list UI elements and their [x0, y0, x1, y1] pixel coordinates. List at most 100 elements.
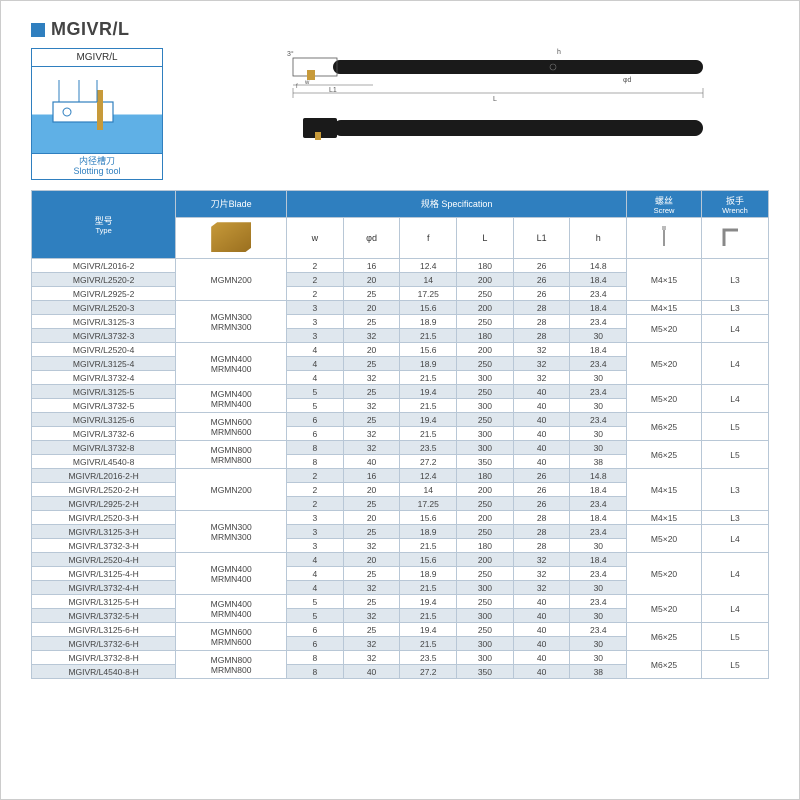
cell-spec: 180	[457, 539, 514, 553]
table-head: 型号 Type 刀片Blade 规格 Specification 螺丝 Scre…	[32, 190, 769, 259]
cell-wrench: L3	[701, 511, 768, 525]
table-row: MGIVR/L3125-6MGMN600 MRMN60062519.425040…	[32, 413, 769, 427]
cell-screw: M4×15	[627, 259, 702, 301]
cell-spec: 20	[343, 301, 400, 315]
table-row: MGIVR/L2520-4-HMGMN400 MRMN40042015.6200…	[32, 553, 769, 567]
cell-blade: MGMN400 MRMN400	[176, 595, 287, 623]
cell-spec: 5	[287, 609, 344, 623]
cell-model: MGIVR/L2520-4-H	[32, 553, 176, 567]
cell-spec: 40	[343, 455, 400, 469]
card-body-diagram	[32, 67, 162, 153]
svg-text:L1: L1	[329, 87, 337, 94]
cell-spec: 300	[457, 427, 514, 441]
cell-spec: 200	[457, 273, 514, 287]
cell-spec: 18.4	[570, 273, 627, 287]
col-w: w	[287, 218, 344, 259]
cell-spec: 32	[343, 651, 400, 665]
svg-text:3°: 3°	[287, 50, 294, 58]
cell-spec: 250	[457, 497, 514, 511]
cell-spec: 32	[343, 371, 400, 385]
head-screw-img	[627, 218, 702, 259]
head-screw-cn: 螺丝	[655, 196, 673, 206]
cell-spec: 21.5	[400, 637, 457, 651]
cell-spec: 26	[513, 273, 570, 287]
col-h: h	[570, 218, 627, 259]
cell-spec: 250	[457, 315, 514, 329]
cell-spec: 21.5	[400, 539, 457, 553]
cell-spec: 250	[457, 595, 514, 609]
cell-spec: 25	[343, 567, 400, 581]
cell-spec: 16	[343, 259, 400, 273]
table-body: MGIVR/L2016-2MGMN20021612.41802614.8M4×1…	[32, 259, 769, 679]
cell-spec: 23.5	[400, 441, 457, 455]
cell-blade: MGMN400 MRMN400	[176, 385, 287, 413]
cell-blade: MGMN400 MRMN400	[176, 553, 287, 595]
cell-model: MGIVR/L3732-8-H	[32, 651, 176, 665]
cell-spec: 23.4	[570, 497, 627, 511]
cell-model: MGIVR/L3732-5-H	[32, 609, 176, 623]
cell-wrench: L4	[701, 315, 768, 343]
cell-spec: 200	[457, 483, 514, 497]
cell-spec: 6	[287, 623, 344, 637]
cell-spec: 23.4	[570, 623, 627, 637]
cell-spec: 21.5	[400, 427, 457, 441]
cell-spec: 12.4	[400, 259, 457, 273]
head-type-cn: 型号	[95, 216, 113, 226]
cell-spec: 20	[343, 511, 400, 525]
page-title: MGIVR/L	[51, 19, 130, 40]
col-L: L	[457, 218, 514, 259]
cell-wrench: L3	[701, 259, 768, 301]
svg-text:w: w	[304, 80, 310, 86]
tool-card: MGIVR/L 内径槽刀 Slotting tool	[31, 48, 163, 180]
cell-spec: 32	[513, 343, 570, 357]
cell-spec: 18.9	[400, 525, 457, 539]
cell-spec: 32	[343, 609, 400, 623]
cell-spec: 25	[343, 357, 400, 371]
cell-spec: 32	[343, 637, 400, 651]
cell-screw: M5×20	[627, 525, 702, 553]
cell-model: MGIVR/L3125-4-H	[32, 567, 176, 581]
cell-blade: MGMN200	[176, 259, 287, 301]
cell-spec: 250	[457, 525, 514, 539]
head-blade-en: Blade	[229, 199, 252, 209]
cell-spec: 15.6	[400, 301, 457, 315]
cell-spec: 4	[287, 357, 344, 371]
svg-text:L: L	[493, 96, 497, 103]
cell-spec: 21.5	[400, 609, 457, 623]
cell-screw: M5×20	[627, 343, 702, 385]
cell-model: MGIVR/L3125-5	[32, 385, 176, 399]
cell-spec: 18.4	[570, 553, 627, 567]
cell-spec: 40	[513, 595, 570, 609]
cell-screw: M5×20	[627, 595, 702, 623]
cell-spec: 250	[457, 413, 514, 427]
cell-spec: 200	[457, 301, 514, 315]
cell-spec: 3	[287, 525, 344, 539]
cell-spec: 300	[457, 399, 514, 413]
cell-model: MGIVR/L3732-4	[32, 371, 176, 385]
cell-model: MGIVR/L3125-6-H	[32, 623, 176, 637]
cell-model: MGIVR/L2520-2	[32, 273, 176, 287]
cell-spec: 27.2	[400, 455, 457, 469]
cell-blade: MGMN800 MRMN800	[176, 651, 287, 679]
cell-spec: 40	[513, 455, 570, 469]
table-row: MGIVR/L3125-5-HMGMN400 MRMN40052519.4250…	[32, 595, 769, 609]
table-row: MGIVR/L3732-8MGMN800 MRMN80083223.530040…	[32, 441, 769, 455]
cell-spec: 40	[513, 413, 570, 427]
cell-model: MGIVR/L2016-2-H	[32, 469, 176, 483]
cell-spec: 200	[457, 511, 514, 525]
head-spec-en: Specification	[441, 199, 492, 209]
cell-spec: 27.2	[400, 665, 457, 679]
table-row: MGIVR/L3732-8-HMGMN800 MRMN80083223.5300…	[32, 651, 769, 665]
head-spec-cn: 规格	[421, 199, 439, 209]
cell-screw: M5×20	[627, 315, 702, 343]
cell-spec: 8	[287, 441, 344, 455]
cell-spec: 28	[513, 329, 570, 343]
head-wrench-en: Wrench	[704, 207, 766, 215]
cell-spec: 250	[457, 567, 514, 581]
cell-spec: 2	[287, 497, 344, 511]
cell-model: MGIVR/L2925-2-H	[32, 497, 176, 511]
cell-spec: 32	[343, 427, 400, 441]
table-row: MGIVR/L3125-5MGMN400 MRMN40052519.425040…	[32, 385, 769, 399]
cell-spec: 300	[457, 651, 514, 665]
cell-spec: 30	[570, 329, 627, 343]
